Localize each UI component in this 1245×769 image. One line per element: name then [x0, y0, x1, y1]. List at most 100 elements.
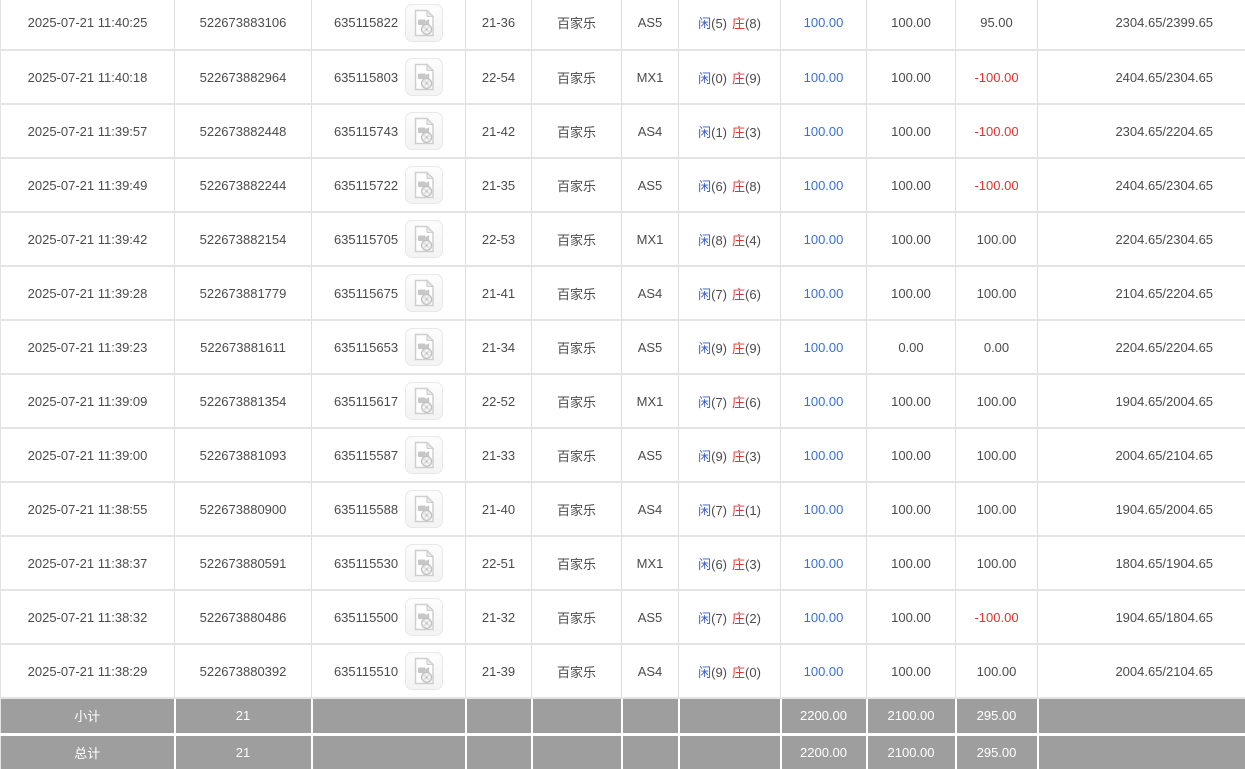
bet-amount-link[interactable]: 100.00	[803, 123, 844, 139]
video-replay-icon	[414, 171, 435, 199]
table-name: MX1	[621, 536, 679, 591]
bet-amount-cell: 100.00	[780, 104, 867, 159]
banker-label: 庄	[732, 394, 746, 410]
bet-amount-link[interactable]: 100.00	[803, 339, 844, 355]
balance: 1904.65/1804.65	[1037, 590, 1245, 645]
game-result-cell: 闲(7) 庄(6)	[678, 266, 781, 321]
game-result-cell: 闲(6) 庄(3)	[678, 536, 781, 591]
round-id-cell: 635115803	[311, 50, 466, 105]
round-id: 635115653	[333, 339, 399, 355]
bet-amount-link[interactable]: 100.00	[803, 69, 844, 85]
grand-total-bet: 2200.00	[780, 732, 868, 769]
bet-id: 522673881354	[174, 374, 312, 429]
valid-amount: 100.00	[866, 482, 956, 537]
subtotal-count: 21	[174, 698, 313, 734]
video-replay-button[interactable]	[405, 490, 444, 528]
video-replay-icon	[414, 279, 435, 307]
valid-amount: 100.00	[866, 374, 956, 429]
bet-amount-cell: 100.00	[780, 212, 867, 267]
bet-amount-link[interactable]: 100.00	[803, 231, 844, 247]
player-label: 闲	[698, 664, 712, 680]
player-points: (6)	[711, 178, 727, 194]
bet-time: 2025-07-21 11:39:23	[0, 320, 175, 375]
round-id: 635115617	[333, 393, 399, 409]
round-id: 635115675	[333, 285, 399, 301]
valid-amount: 100.00	[866, 536, 956, 591]
bet-amount-link[interactable]: 100.00	[803, 501, 844, 517]
table-name: AS4	[621, 644, 679, 699]
valid-amount: 100.00	[866, 428, 956, 483]
bet-amount-cell: 100.00	[780, 644, 867, 699]
video-replay-button[interactable]	[405, 652, 444, 690]
game-result-cell: 闲(0) 庄(9)	[678, 50, 781, 105]
bet-amount-cell: 100.00	[780, 158, 867, 213]
round-id: 635115722	[333, 177, 399, 193]
bet-id: 522673883106	[174, 0, 312, 51]
video-replay-button[interactable]	[405, 58, 444, 96]
player-points: (9)	[711, 340, 727, 356]
bet-rows: 2025-07-21 11:40:25 522673883106 6351158…	[0, 0, 1245, 699]
empty-cell	[1037, 732, 1245, 769]
bet-amount-cell: 100.00	[780, 0, 867, 51]
player-label: 闲	[698, 556, 712, 572]
video-replay-icon	[414, 63, 435, 91]
bet-id: 522673882154	[174, 212, 312, 267]
round-no: 21-41	[465, 266, 532, 321]
video-replay-button[interactable]	[405, 220, 444, 258]
bet-record-row: 2025-07-21 11:40:25 522673883106 6351158…	[0, 0, 1245, 51]
round-id-cell: 635115705	[311, 212, 466, 267]
video-replay-button[interactable]	[405, 598, 444, 636]
banker-points: (3)	[745, 124, 761, 140]
player-points: (5)	[711, 16, 727, 31]
empty-cell	[678, 698, 782, 734]
player-label: 闲	[698, 394, 712, 410]
video-replay-button[interactable]	[405, 166, 444, 204]
balance: 2304.65/2399.65	[1037, 0, 1245, 51]
player-label: 闲	[698, 232, 712, 248]
bet-amount-link[interactable]: 100.00	[803, 609, 844, 625]
table-name: AS5	[621, 0, 679, 51]
table-name: AS4	[621, 482, 679, 537]
bet-time: 2025-07-21 11:38:29	[0, 644, 175, 699]
bet-amount-link[interactable]: 100.00	[803, 663, 844, 679]
banker-points: (2)	[745, 610, 761, 626]
round-id-cell: 635115822	[311, 0, 466, 51]
bet-amount-link[interactable]: 100.00	[803, 447, 844, 463]
empty-cell	[311, 732, 467, 769]
game-name: 百家乐	[531, 158, 622, 213]
bet-amount-link[interactable]: 100.00	[803, 177, 844, 193]
player-label: 闲	[698, 448, 712, 464]
video-replay-button[interactable]	[405, 382, 444, 420]
game-name: 百家乐	[531, 590, 622, 645]
banker-points: (8)	[745, 16, 761, 31]
video-replay-button[interactable]	[405, 328, 444, 366]
balance: 1904.65/2004.65	[1037, 482, 1245, 537]
win-loss: -100.00	[955, 104, 1038, 159]
game-name: 百家乐	[531, 482, 622, 537]
video-replay-button[interactable]	[405, 3, 444, 42]
bet-amount-link[interactable]: 100.00	[803, 15, 844, 30]
bet-amount-link[interactable]: 100.00	[803, 555, 844, 571]
round-no: 22-52	[465, 374, 532, 429]
round-id: 635115588	[333, 501, 399, 517]
round-id-cell: 635115588	[311, 482, 466, 537]
video-replay-button[interactable]	[405, 436, 444, 474]
round-no: 21-35	[465, 158, 532, 213]
video-replay-button[interactable]	[405, 274, 444, 312]
round-id: 635115705	[333, 231, 399, 247]
bet-amount-cell: 100.00	[780, 374, 867, 429]
subtotal-winloss: 295.00	[955, 698, 1039, 734]
round-id-cell: 635115653	[311, 320, 466, 375]
balance: 2204.65/2304.65	[1037, 212, 1245, 267]
video-replay-button[interactable]	[405, 112, 444, 150]
bet-amount-link[interactable]: 100.00	[803, 393, 844, 409]
win-loss: 100.00	[955, 374, 1038, 429]
bet-amount-link[interactable]: 100.00	[803, 285, 844, 301]
banker-points: (6)	[745, 394, 761, 410]
bet-id: 522673880591	[174, 536, 312, 591]
banker-points: (3)	[745, 448, 761, 464]
bet-id: 522673882448	[174, 104, 312, 159]
banker-label: 庄	[732, 664, 746, 680]
video-replay-button[interactable]	[405, 544, 444, 582]
